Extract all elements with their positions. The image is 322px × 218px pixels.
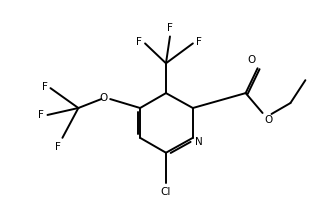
Text: F: F [167,24,173,34]
Text: N: N [195,137,203,147]
Text: F: F [54,142,61,152]
Text: F: F [136,37,142,48]
Text: Cl: Cl [161,187,171,196]
Text: F: F [38,110,43,120]
Text: F: F [196,37,202,48]
Text: O: O [99,93,107,103]
Text: O: O [247,55,256,65]
Text: O: O [265,115,273,125]
Text: F: F [42,82,47,92]
